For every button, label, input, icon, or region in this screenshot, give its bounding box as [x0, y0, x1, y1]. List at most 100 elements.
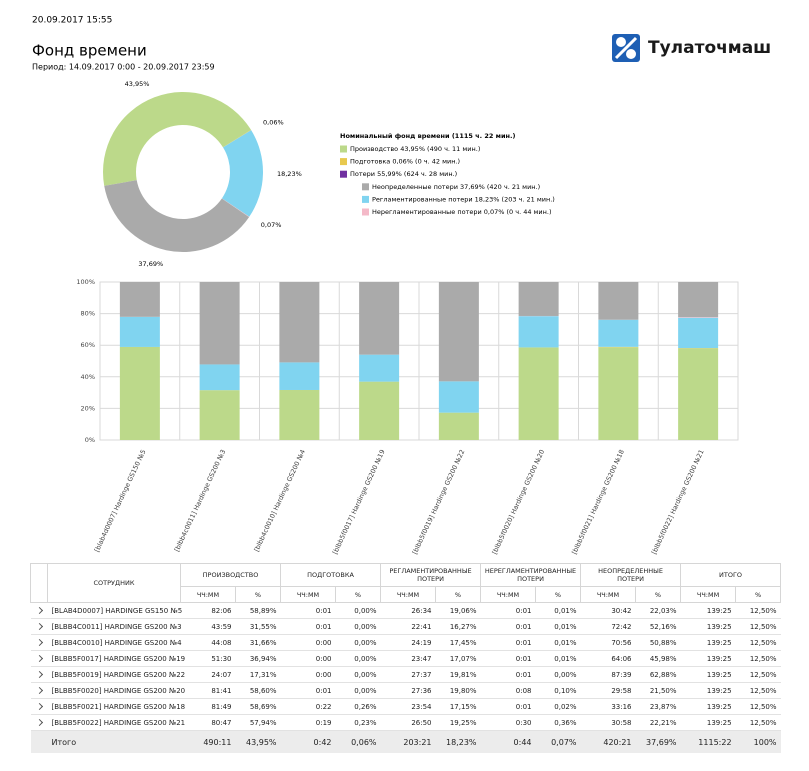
- table-row: [BLAB4D0007] HARDINGE GS150 №5 82:06 58,89…: [30, 602, 781, 619]
- total-value: 0,06%: [335, 730, 381, 753]
- row-value: 0,01%: [535, 650, 581, 667]
- row-value: 12,50%: [735, 682, 781, 699]
- row-value: 0,00%: [335, 618, 381, 635]
- row-name: [BLBB5F0021] HARDINGE GS200 №18: [47, 698, 185, 715]
- logo-text: Тулаточмаш: [648, 38, 771, 58]
- bar-segment: [678, 317, 719, 349]
- legend-label: Производство 43,95% (490 ч. 11 мин.): [350, 145, 480, 153]
- table-row: [BLBB4C0010] HARDINGE GS200 №4 44:08 31,66…: [30, 634, 781, 651]
- logo-icon: [612, 34, 640, 62]
- bar-segment: [598, 347, 639, 440]
- legend-label: Потери 55,99% (624 ч. 28 мин.): [350, 170, 457, 178]
- total-value: 100%: [735, 730, 781, 753]
- expand-arrow[interactable]: [35, 622, 43, 630]
- header-cell: ИТОГО: [680, 563, 782, 587]
- slice-label: 0,07%: [261, 221, 282, 229]
- row-value: 23:54: [380, 698, 436, 715]
- row-value: 17,45%: [435, 634, 481, 651]
- row-value: 0:00: [280, 666, 336, 683]
- table-row: [BLBB5F0017] HARDINGE GS200 №19 51:30 36,9…: [30, 650, 781, 667]
- bar-segment: [279, 389, 320, 440]
- expand-arrow[interactable]: [35, 718, 43, 726]
- row-value: 21,50%: [635, 682, 681, 699]
- legend-swatch: [340, 145, 347, 153]
- total-value: 37,69%: [635, 730, 681, 753]
- table-row: [BLBB5F0019] HARDINGE GS200 №22 24:07 17,3…: [30, 666, 781, 683]
- y-tick-label: 60%: [81, 341, 95, 349]
- expand-cell: [30, 682, 48, 699]
- header-cell: НЕОПРЕДЕЛЕННЫЕ ПОТЕРИ: [580, 563, 682, 587]
- row-value: 58,89%: [235, 602, 281, 619]
- total-spacer: [30, 730, 48, 753]
- expand-arrow[interactable]: [35, 606, 43, 614]
- total-value: 1115:22: [680, 730, 736, 753]
- row-name: [BLBB5F0019] HARDINGE GS200 №22: [47, 666, 185, 683]
- table-row: [BLBB5F0021] HARDINGE GS200 №18 81:49 58,6…: [30, 698, 781, 715]
- row-name: [BLBB5F0017] HARDINGE GS200 №19: [47, 650, 185, 667]
- row-name: [BLAB4D0007] HARDINGE GS150 №5: [47, 602, 182, 619]
- expand-cell: [30, 602, 48, 619]
- expand-cell: [30, 698, 48, 715]
- legend-label: Нерегламентированные потери 0,07% (0 ч. …: [372, 208, 552, 216]
- row-name: [BLBB5F0020] HARDINGE GS200 №20: [47, 682, 185, 699]
- row-value: 87:39: [580, 666, 636, 683]
- expand-arrow[interactable]: [35, 686, 43, 694]
- row-value: 0:01: [280, 618, 336, 635]
- expand-arrow[interactable]: [35, 638, 43, 646]
- row-value: 139:25: [680, 650, 736, 667]
- total-value: 0:42: [280, 730, 336, 753]
- row-name: [BLBB4C0010] HARDINGE GS200 №4: [47, 634, 182, 651]
- row-value: 17,31%: [235, 666, 281, 683]
- slice-label: 18,23%: [277, 170, 302, 178]
- row-value: 139:25: [680, 602, 736, 619]
- row-value: 0,01%: [535, 602, 581, 619]
- expand-arrow[interactable]: [35, 702, 43, 710]
- row-value: 43:59: [180, 618, 236, 635]
- row-value: 24:07: [180, 666, 236, 683]
- total-value: 18,23%: [435, 730, 481, 753]
- row-value: 22:41: [380, 618, 436, 635]
- expand-arrow[interactable]: [35, 654, 43, 662]
- row-value: 22,21%: [635, 714, 681, 731]
- row-value: 44:08: [180, 634, 236, 651]
- row-value: 0:01: [280, 602, 336, 619]
- row-value: 19,81%: [435, 666, 481, 683]
- subheader-cell: %: [435, 586, 482, 603]
- row-value: 72:42: [580, 618, 636, 635]
- period: Период: 14.09.2017 0:00 - 20.09.2017 23:…: [32, 63, 215, 72]
- table-row: [BLBB5F0020] HARDINGE GS200 №20 81:41 58,6…: [30, 682, 781, 699]
- bar-segment: [678, 317, 719, 318]
- y-tick-label: 20%: [81, 404, 95, 412]
- row-value: 81:49: [180, 698, 236, 715]
- row-value: 17,07%: [435, 650, 481, 667]
- legend-title: Номинальный фонд времени (1115 ч. 22 мин…: [340, 132, 515, 140]
- table-row: [BLBB4C0011] HARDINGE GS200 №3 43:59 31,55…: [30, 618, 781, 635]
- subheader-cell: %: [535, 586, 582, 603]
- subheader-row: ЧЧ:ММ% ЧЧ:ММ% ЧЧ:ММ% ЧЧ:ММ% ЧЧ:ММ% ЧЧ:ММ%: [31, 586, 782, 603]
- slice-label: 37,69%: [138, 260, 163, 268]
- legend-label: Регламентированные потери 18,23% (203 ч.…: [372, 195, 555, 203]
- bar-segment: [359, 282, 400, 355]
- expand-arrow[interactable]: [35, 670, 43, 678]
- subheader-cell: ЧЧ:ММ: [480, 586, 537, 603]
- donut-slice: [221, 198, 250, 218]
- row-name: [BLBB4C0011] HARDINGE GS200 №3: [47, 618, 182, 635]
- subheader-cell: %: [234, 586, 282, 603]
- expand-cell: [30, 714, 48, 731]
- row-value: 139:25: [680, 698, 736, 715]
- row-value: 62,88%: [635, 666, 681, 683]
- y-tick-label: 40%: [81, 373, 95, 381]
- subheader-cell: ЧЧ:ММ: [280, 586, 337, 603]
- y-tick-label: 80%: [81, 310, 95, 318]
- subheader-cell: %: [335, 586, 382, 603]
- row-value: 58,60%: [235, 682, 281, 699]
- row-name: [BLBB5F0022] HARDINGE GS200 №21: [47, 714, 185, 731]
- row-value: 27:36: [380, 682, 436, 699]
- row-value: 0:01: [480, 650, 536, 667]
- row-value: 139:25: [680, 618, 736, 635]
- row-value: 139:25: [680, 682, 736, 699]
- row-value: 30:42: [580, 602, 636, 619]
- row-value: 0:00: [280, 650, 336, 667]
- subheader-cell: ЧЧ:ММ: [380, 586, 437, 603]
